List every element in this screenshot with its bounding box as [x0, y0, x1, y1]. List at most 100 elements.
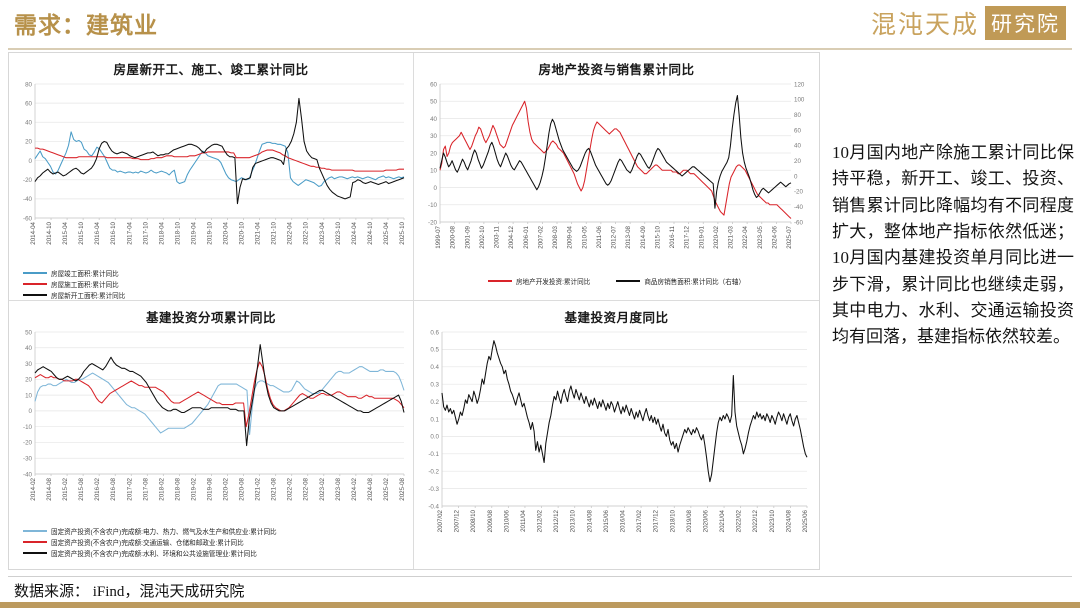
- svg-text:2016-04: 2016-04: [94, 221, 101, 244]
- svg-text:20: 20: [430, 150, 437, 157]
- page-title: 需求：建筑业: [14, 13, 158, 38]
- svg-text:2020-02: 2020-02: [713, 225, 720, 248]
- svg-text:2014-09: 2014-09: [640, 225, 647, 248]
- svg-text:2025-04: 2025-04: [383, 221, 390, 244]
- chart-canvas-infra-monthly: 0.6 0.5 0.4 0.3 0.2 0.1 0.0 -0.1 -0.2 -0.3 -0.4 200…: [414, 326, 819, 558]
- legend-label: 房屋竣工面积:累计同比: [51, 271, 119, 278]
- svg-text:2010/06: 2010/06: [503, 509, 510, 532]
- svg-text:2014-02: 2014-02: [30, 477, 37, 500]
- svg-text:60: 60: [430, 81, 437, 88]
- svg-text:0.2: 0.2: [430, 399, 439, 406]
- svg-text:2009-04: 2009-04: [567, 225, 574, 248]
- svg-text:2015-02: 2015-02: [62, 477, 69, 500]
- legend-item: 房屋竣工面积:累计同比: [23, 268, 413, 278]
- svg-text:2001-09: 2001-09: [464, 225, 471, 248]
- chart-title-infra-monthly: 基建投资月度同比: [564, 311, 669, 325]
- svg-text:2015-08: 2015-08: [78, 477, 85, 500]
- svg-text:2019-04: 2019-04: [190, 221, 197, 244]
- logo-badge-text: 研究院: [985, 6, 1066, 40]
- svg-text:2019-10: 2019-10: [207, 221, 214, 244]
- svg-text:2025/06: 2025/06: [802, 509, 809, 532]
- legend-label: 房屋施工面积:累计同比: [51, 282, 119, 289]
- legend-swatch-line: [616, 280, 641, 282]
- svg-text:2011/04: 2011/04: [520, 509, 527, 531]
- svg-text:0: 0: [434, 185, 438, 192]
- svg-text:2009/08: 2009/08: [487, 509, 494, 532]
- brand-logo: 混沌天成 研究院: [871, 6, 1066, 40]
- legend-label: 固定资产投资(不含农户)完成额:电力、热力、燃气及水生产和供应业:累计同比: [51, 529, 277, 536]
- svg-text:-60: -60: [23, 215, 33, 222]
- svg-text:40: 40: [430, 116, 437, 123]
- legend-swatch-line: [23, 283, 47, 285]
- svg-text:2012/02: 2012/02: [537, 509, 544, 532]
- svg-text:2023/10: 2023/10: [769, 509, 776, 532]
- legend-swatch-line: [487, 280, 512, 282]
- svg-text:30: 30: [25, 361, 32, 368]
- legend-label: 商品房销售面积:累计同比（右轴）: [644, 279, 746, 286]
- svg-text:2017/12: 2017/12: [653, 509, 660, 532]
- svg-text:60: 60: [794, 127, 801, 134]
- chart-legend-housing-starts: 房屋竣工面积:累计同比 房屋施工面积:累计同比 房屋新开工面积:累计同比: [9, 266, 413, 300]
- svg-text:2024/08: 2024/08: [785, 509, 792, 532]
- svg-text:20: 20: [794, 158, 801, 165]
- svg-text:2007/12: 2007/12: [454, 509, 461, 532]
- logo-main-text: 混沌天成: [870, 10, 979, 39]
- svg-text:40: 40: [25, 120, 32, 127]
- svg-text:2020-04: 2020-04: [223, 221, 230, 244]
- svg-text:10: 10: [25, 392, 32, 399]
- svg-text:100: 100: [794, 97, 805, 104]
- svg-text:2018/10: 2018/10: [669, 509, 676, 532]
- svg-text:2017-10: 2017-10: [142, 221, 149, 244]
- svg-text:0: 0: [794, 173, 798, 180]
- svg-text:50: 50: [25, 329, 32, 336]
- svg-text:2022/02: 2022/02: [736, 509, 743, 532]
- svg-text:-20: -20: [23, 440, 33, 447]
- legend-item: 房屋施工面积:累计同比: [23, 279, 413, 289]
- svg-text:2024-02: 2024-02: [351, 477, 358, 500]
- svg-text:2018-08: 2018-08: [174, 477, 181, 500]
- slide-header: 需求：建筑业 混沌天成 研究院: [0, 0, 1080, 52]
- chart-legend-infra-breakdown: 固定资产投资(不含农户)完成额:电力、热力、燃气及水生产和供应业:累计同比 固定资…: [9, 524, 413, 558]
- svg-text:2021-10: 2021-10: [271, 221, 278, 244]
- legend-item: 固定资产投资(不含农户)完成额:水利、环境和公共设施管理业:累计同比: [23, 548, 413, 558]
- legend-swatch-line: [23, 294, 47, 296]
- svg-text:2024-06: 2024-06: [771, 225, 778, 248]
- svg-text:2012/12: 2012/12: [553, 509, 560, 532]
- svg-text:-20: -20: [794, 189, 804, 196]
- svg-text:2014/08: 2014/08: [586, 509, 593, 532]
- svg-text:2025-07: 2025-07: [786, 225, 793, 248]
- svg-text:-40: -40: [23, 196, 33, 203]
- svg-text:2017-02: 2017-02: [126, 477, 133, 500]
- data-source-note: 数据来源： iFind，混沌天成研究院: [14, 584, 245, 600]
- svg-text:2023-05: 2023-05: [757, 225, 764, 248]
- svg-text:2021-03: 2021-03: [728, 225, 735, 248]
- legend-item: 固定资产投资(不含农户)完成额:交通运输、仓储和邮政业:累计同比: [23, 537, 413, 547]
- svg-text:2014-10: 2014-10: [46, 221, 53, 244]
- svg-text:2020-02: 2020-02: [223, 477, 230, 500]
- legend-swatch-line: [23, 530, 47, 532]
- svg-text:2021/04: 2021/04: [719, 509, 726, 532]
- svg-text:2018-10: 2018-10: [174, 221, 181, 244]
- legend-label: 房屋新开工面积:累计同比: [51, 293, 126, 300]
- svg-text:2016-11: 2016-11: [669, 225, 676, 248]
- svg-text:2013-08: 2013-08: [625, 225, 632, 248]
- svg-text:2016/04: 2016/04: [620, 509, 627, 532]
- legend-label: 固定资产投资(不含农户)完成额:交通运输、仓储和邮政业:累计同比: [51, 540, 244, 547]
- svg-text:1999-07: 1999-07: [435, 225, 442, 248]
- svg-text:2008-03: 2008-03: [552, 225, 559, 248]
- svg-text:2023-10: 2023-10: [335, 221, 342, 244]
- svg-text:-0.1: -0.1: [428, 451, 439, 458]
- svg-text:2022-08: 2022-08: [303, 477, 310, 500]
- chart-canvas-realestate: 60 50 40 30 20 10 0 -10 -20 120 100 80 60 40 20 0 -20 -40…: [414, 78, 819, 274]
- svg-text:120: 120: [794, 81, 805, 88]
- svg-text:-60: -60: [794, 219, 804, 226]
- svg-text:2011-06: 2011-06: [596, 225, 603, 248]
- chart-title-realestate: 房地产投资与销售累计同比: [538, 63, 695, 77]
- svg-text:20: 20: [25, 377, 32, 384]
- svg-text:2014-04: 2014-04: [30, 221, 37, 244]
- svg-text:2007-02: 2007-02: [537, 225, 544, 248]
- svg-text:2016-10: 2016-10: [110, 221, 117, 244]
- svg-text:0.1: 0.1: [430, 416, 439, 423]
- svg-text:2020-10: 2020-10: [239, 221, 246, 244]
- svg-text:2017-08: 2017-08: [142, 477, 149, 500]
